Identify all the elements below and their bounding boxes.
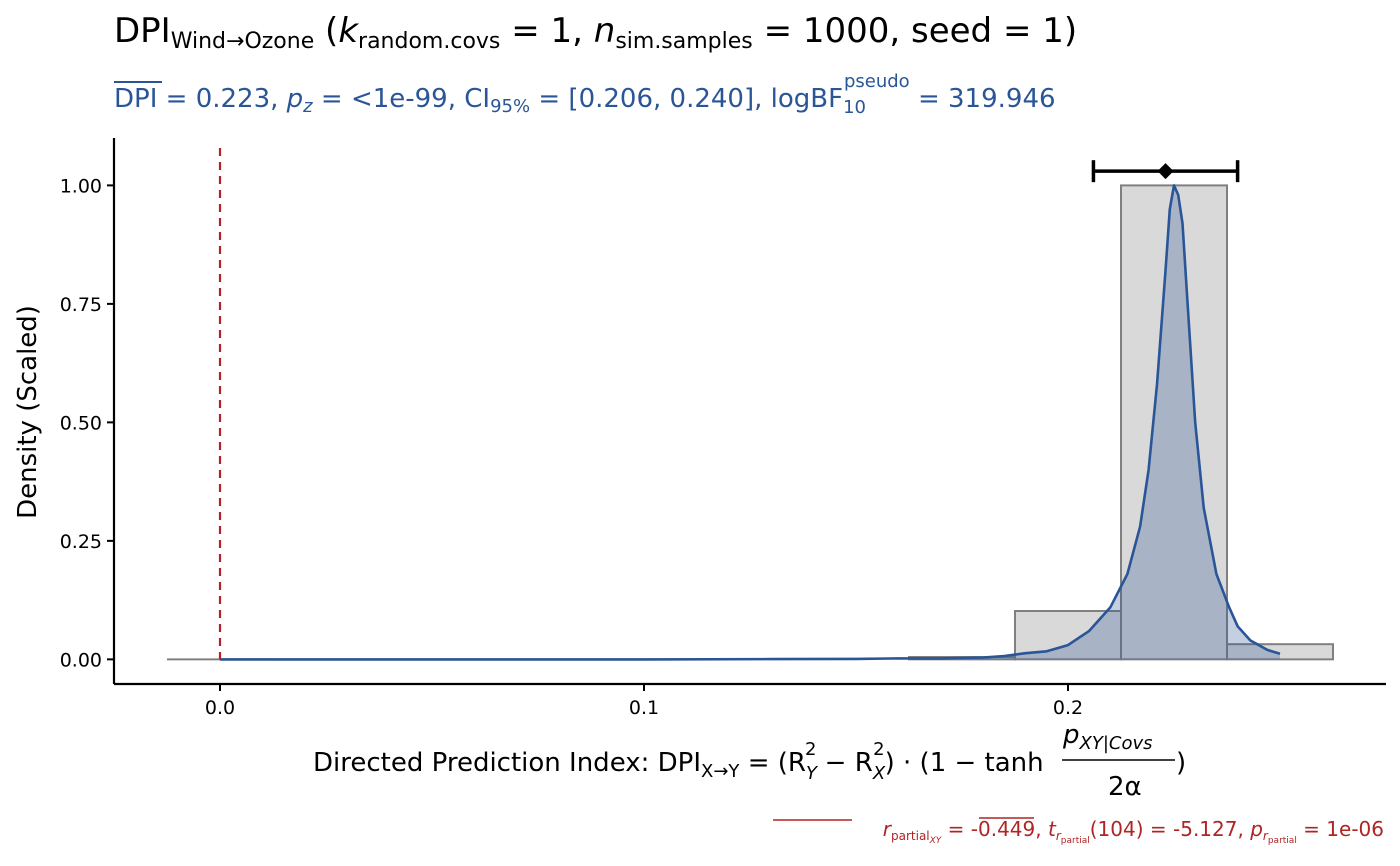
subtitle-p-val: = <1e-99, CI [313,84,490,114]
xlabel-num-p: p [1062,720,1080,750]
subtitle-bf-sup: pseudo [844,71,910,92]
title-k: k [338,11,359,51]
title-params-open: ( [314,11,338,51]
chart-subtitle: DPI = 0.223, pz = <1e-99, CI95% = [0.206… [114,71,1056,118]
confidence-interval-layer [1091,160,1240,183]
chart-title: DPIWind→Ozone (krandom.covs = 1, nsim.sa… [114,11,1077,54]
histogram-bar-3 [1120,184,1228,661]
xlabel-fraction-denominator: 2α [1108,772,1142,802]
subtitle-ci-val: = [0.206, 0.240], logBF [530,84,843,114]
x-axis-ticks: 0.0 0.1 0.2 [205,684,1083,719]
xlabel-formula-b: ) · (1 − tanh [885,748,1044,778]
chart-caption: rpartialXY = -0.449, trpartial(104) = -5… [883,817,1384,846]
subtitle-bf-sub: 10 [843,97,866,118]
density-curve-layer [220,184,1281,661]
title-n-sub: sim.samples [615,29,752,54]
histogram-bar-4 [1226,643,1334,661]
xlabel-prefix: Directed Prediction Index: DPI [313,748,701,778]
caption-p-subsub: partial [1268,836,1297,846]
title-n: n [594,11,616,51]
subtitle-p-sub: z [302,96,313,117]
y-axis-title: Density (Scaled) [13,305,43,519]
xlabel-close: ) [1176,748,1186,778]
subtitle-bf-val: = 319.946 [910,84,1056,114]
x-axis-title: Directed Prediction Index: DPIX→Y = (RY 2… [313,739,1044,784]
density-area [220,185,1280,660]
title-subscript: Wind→Ozone [171,29,315,54]
subtitle-dpi-val: = 0.223, [157,84,286,114]
caption-p-val: = 1e-06 [1297,817,1384,841]
y-tick-label-3: 0.75 [60,294,102,316]
xlabel-ry-sub: Y [806,763,819,784]
caption-t-subsub: partial [1061,836,1090,846]
y-axis-ticks: 0.00 0.25 0.50 0.75 1.00 [60,175,114,671]
y-tick-label-2: 0.50 [60,412,102,434]
x-tick-label-1: 0.1 [629,697,659,719]
caption-t-sub: r [1056,829,1062,843]
x-tick-label-2: 0.2 [1053,697,1083,719]
title-k-val: = 1, [500,11,593,51]
xlabel-sq1: 2 [805,739,816,760]
subtitle-ci-sub: 95% [490,96,530,117]
y-tick-label-4: 1.00 [60,175,102,197]
title-k-sub: random.covs [358,29,500,54]
xlabel-formula-a: = (R [739,748,806,778]
subtitle-p: p [286,84,304,114]
title-prefix: DPI [114,11,171,51]
y-tick-label-0: 0.00 [60,649,102,671]
xlabel-rx-sub: X [872,763,886,784]
caption-r-val: = -0.449, [941,817,1048,841]
xlabel-sub: X→Y [701,761,740,782]
title-n-val: = 1000, seed = 1) [753,11,1077,51]
caption-p-sub: r [1263,829,1269,843]
caption-r: r [883,817,893,841]
y-tick-label-1: 0.25 [60,531,102,553]
x-tick-label-0: 0.0 [205,697,235,719]
subtitle-dpi-bar: DPI [114,84,157,114]
caption-r-subsub: XY [929,836,943,846]
xlabel-sq2: 2 [873,739,884,760]
point-estimate [1157,163,1174,180]
histogram-bars [167,184,1334,661]
caption-p: p [1249,817,1263,841]
xlabel-minus-r: − R [816,748,872,778]
xlabel-fraction-numerator: pXY|Covs [1062,720,1153,754]
density-curve [220,184,1281,661]
caption-t: t [1048,817,1057,841]
xlabel-num-sub: XY|Covs [1079,733,1153,754]
caption-r-sub: partial [891,829,930,843]
caption-t-val: (104) = -5.127, [1090,817,1250,841]
axes [112,138,1386,686]
